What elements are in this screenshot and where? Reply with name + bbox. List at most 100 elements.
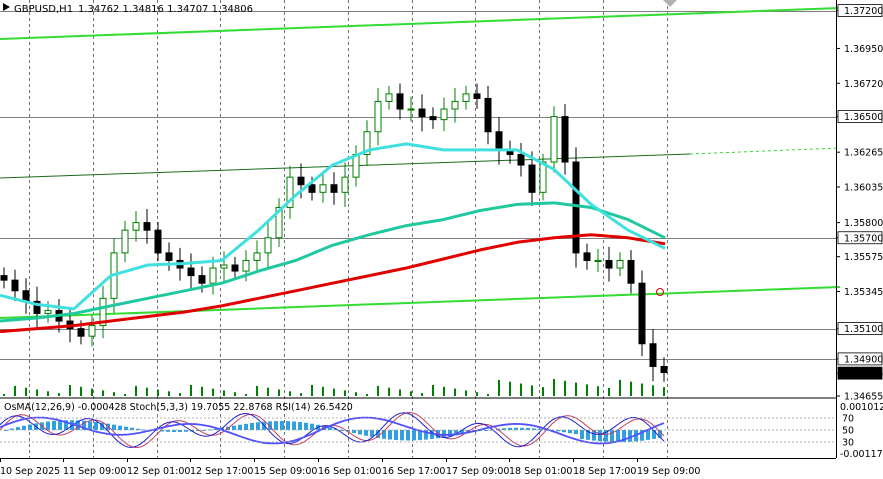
candle[interactable] bbox=[583, 252, 591, 261]
osma-bar bbox=[586, 430, 590, 440]
candle[interactable] bbox=[594, 259, 602, 262]
candle[interactable] bbox=[154, 229, 162, 254]
symbol-arrow-icon[interactable] bbox=[3, 3, 10, 11]
osma-bar bbox=[646, 430, 650, 440]
candle[interactable] bbox=[11, 279, 19, 292]
candle[interactable] bbox=[550, 116, 558, 163]
candle[interactable] bbox=[330, 184, 338, 193]
candle[interactable] bbox=[33, 300, 41, 314]
osma-bar bbox=[280, 421, 284, 430]
chart-symbol: GBPUSD,H1 bbox=[14, 4, 73, 15]
osma-bar bbox=[382, 430, 386, 439]
osma-bar bbox=[448, 430, 452, 437]
osma-bar bbox=[514, 427, 518, 430]
osma-bar bbox=[346, 430, 350, 432]
osma-bar bbox=[628, 430, 632, 442]
osma-bar bbox=[388, 430, 392, 440]
candle[interactable] bbox=[374, 100, 382, 133]
osma-bar bbox=[502, 428, 506, 430]
candle[interactable] bbox=[209, 267, 217, 284]
candle[interactable] bbox=[396, 93, 404, 110]
price-label: 1.34655 bbox=[844, 392, 883, 403]
candle[interactable] bbox=[341, 176, 349, 193]
volume-bar bbox=[25, 387, 27, 396]
volume-bar bbox=[465, 390, 467, 396]
candle[interactable] bbox=[440, 108, 448, 121]
candle[interactable] bbox=[242, 259, 250, 272]
candle[interactable] bbox=[407, 108, 415, 111]
candle[interactable] bbox=[660, 365, 668, 374]
candle[interactable] bbox=[649, 343, 657, 367]
volume-bar bbox=[322, 386, 324, 396]
osma-bar bbox=[256, 422, 260, 430]
price-label: 1.35575 bbox=[844, 252, 883, 263]
time-label: 16 Sep 17:00 bbox=[382, 466, 445, 477]
volume-bar bbox=[102, 390, 104, 396]
candle[interactable] bbox=[275, 206, 283, 239]
shift-marker-icon[interactable] bbox=[663, 0, 677, 7]
volume-bar bbox=[586, 384, 588, 396]
candle[interactable] bbox=[451, 100, 459, 110]
candle[interactable] bbox=[253, 252, 261, 261]
volume-bar bbox=[157, 389, 159, 396]
price-candles[interactable] bbox=[0, 83, 668, 382]
candle[interactable] bbox=[616, 259, 624, 269]
candle[interactable] bbox=[220, 264, 228, 269]
candle[interactable] bbox=[539, 161, 547, 193]
candle[interactable] bbox=[605, 259, 613, 269]
candle[interactable] bbox=[99, 297, 107, 327]
candle[interactable] bbox=[88, 325, 96, 337]
candle[interactable] bbox=[363, 131, 371, 155]
volume-bar bbox=[542, 387, 544, 396]
osma-bar bbox=[58, 420, 62, 430]
osma-bar bbox=[160, 430, 164, 432]
candle[interactable] bbox=[77, 328, 85, 337]
candle[interactable] bbox=[319, 184, 327, 193]
price-tag bbox=[837, 322, 883, 336]
indicator-level-label: 70 bbox=[842, 414, 854, 425]
candle[interactable] bbox=[187, 267, 195, 277]
candle[interactable] bbox=[231, 264, 239, 272]
price-label: 1.35100 bbox=[844, 324, 883, 335]
candle[interactable] bbox=[0, 275, 8, 281]
candle[interactable] bbox=[286, 176, 294, 208]
candle[interactable] bbox=[297, 176, 305, 186]
candle[interactable] bbox=[143, 222, 151, 231]
volume-bar bbox=[619, 379, 621, 396]
candle[interactable] bbox=[264, 237, 272, 254]
alert-marker-icon[interactable] bbox=[656, 288, 664, 296]
volume-bar bbox=[212, 388, 214, 396]
candle[interactable] bbox=[132, 222, 140, 231]
candle[interactable] bbox=[495, 131, 503, 151]
candle[interactable] bbox=[473, 93, 481, 99]
candle[interactable] bbox=[121, 229, 129, 254]
osma-bar bbox=[556, 430, 560, 432]
osma-bar bbox=[184, 430, 188, 432]
price-label: 1.34900 bbox=[844, 354, 883, 365]
volume-bar bbox=[168, 391, 170, 396]
candle[interactable] bbox=[198, 275, 206, 284]
indicator-scale-bottom: -0.001170 bbox=[840, 449, 883, 460]
candle[interactable] bbox=[418, 108, 426, 118]
volume-bar bbox=[135, 385, 137, 396]
indicator-panel[interactable] bbox=[0, 411, 665, 449]
candle[interactable] bbox=[627, 259, 635, 284]
candle[interactable] bbox=[561, 116, 569, 163]
candle[interactable] bbox=[517, 153, 525, 166]
price-label: 1.37200 bbox=[844, 6, 883, 17]
candle[interactable] bbox=[429, 116, 437, 121]
candle[interactable] bbox=[572, 161, 580, 254]
candle[interactable] bbox=[385, 93, 393, 102]
candle[interactable] bbox=[462, 93, 470, 102]
osma-bar bbox=[652, 430, 656, 439]
price-label: 1.36265 bbox=[844, 148, 883, 159]
candle[interactable] bbox=[308, 184, 316, 193]
candle[interactable] bbox=[165, 252, 173, 261]
candle[interactable] bbox=[528, 164, 536, 193]
osma-bar bbox=[52, 420, 56, 430]
volume-bar bbox=[531, 385, 533, 396]
candle[interactable] bbox=[484, 97, 492, 133]
candle[interactable] bbox=[44, 309, 52, 314]
candle[interactable] bbox=[638, 282, 646, 345]
